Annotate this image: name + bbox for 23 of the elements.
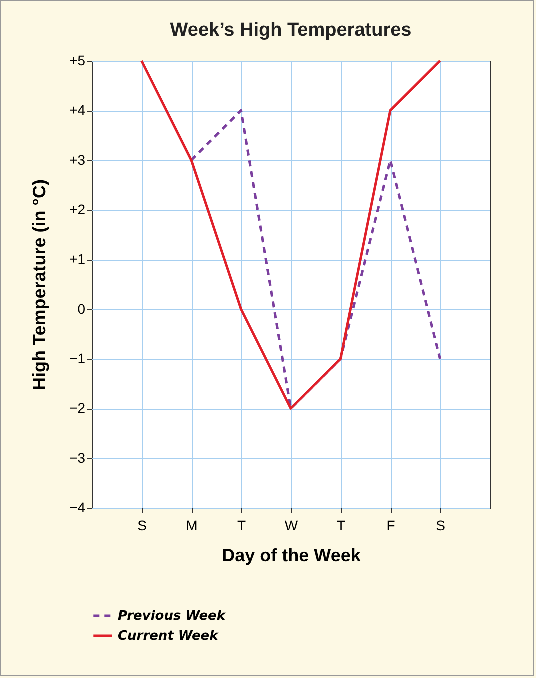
legend-label: Previous Week: [118, 609, 227, 624]
y-tick-label: −4: [70, 500, 86, 516]
y-tick-label: −3: [70, 450, 86, 466]
line-series: [140, 60, 442, 410]
x-tick-label: T: [336, 518, 346, 534]
x-axis-title: Day of the Week: [222, 546, 362, 566]
x-tick-label: S: [138, 518, 147, 534]
legend-label: Current Week: [118, 629, 220, 644]
y-tick-label: +4: [70, 102, 86, 118]
x-tick-label: F: [386, 518, 396, 534]
y-tick-label: +3: [70, 152, 86, 168]
chart-title: Week’s High Temperatures: [170, 20, 412, 41]
y-tick-label: +1: [70, 251, 86, 268]
x-tick-label: W: [284, 518, 299, 534]
x-tick-label: S: [436, 518, 446, 534]
y-tick-label: 0: [78, 300, 86, 317]
y-tick-label: +2: [70, 202, 86, 218]
y-tick-label: +5: [70, 52, 86, 68]
y-tick-label: −2: [70, 400, 86, 416]
x-tick-label: T: [237, 518, 246, 534]
x-tick-label: M: [186, 518, 198, 534]
y-axis-title: High Temperature (in °C): [30, 180, 50, 390]
y-tick-label: −1: [70, 350, 86, 366]
